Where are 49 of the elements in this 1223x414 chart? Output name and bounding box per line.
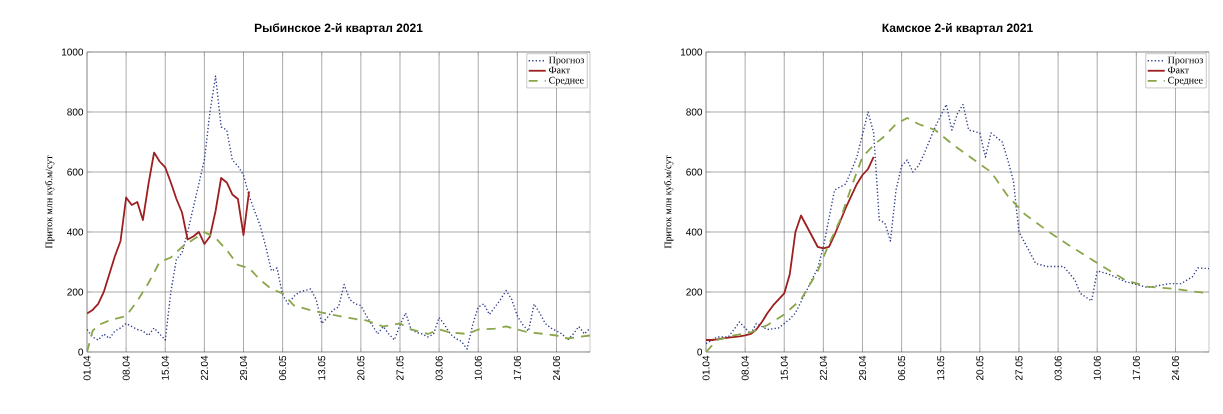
x-tick-label: 29.04 xyxy=(858,355,867,381)
y-tick-label: 200 xyxy=(686,288,703,296)
x-tick-label: 06.05 xyxy=(898,355,906,381)
legend-label: Факт xyxy=(1168,66,1189,74)
x-tick-label: 01.04 xyxy=(702,355,710,381)
legend-label: Среднее xyxy=(549,76,584,86)
x-tick-label: 13.05 xyxy=(937,355,945,380)
x-tick-label: 06.05 xyxy=(279,355,287,381)
x-tick-label: 13.05 xyxy=(318,355,326,380)
x-tick-label: 22.04 xyxy=(819,355,827,381)
y-tick-label: 600 xyxy=(67,168,84,176)
chart-title: Рыбинское 2-й квартал 2021 xyxy=(254,23,423,35)
y-tick-label: 400 xyxy=(686,228,703,236)
y-tick-label: 0 xyxy=(697,348,703,356)
x-tick-label: 15.04 xyxy=(161,355,169,380)
y-tick-label: 800 xyxy=(67,108,84,116)
y-tick-label: 200 xyxy=(67,288,84,296)
y-tick-label: 600 xyxy=(686,168,703,176)
line-series xyxy=(87,151,250,315)
legend-label: Прогноз xyxy=(1167,56,1203,66)
legend-label: Прогноз xyxy=(548,56,584,66)
x-tick-label: 08.04 xyxy=(741,355,749,381)
legend-label: Факт xyxy=(549,66,570,74)
x-tick-label: 17.06 xyxy=(513,355,521,380)
y-tick-label: 800 xyxy=(686,108,703,116)
x-tick-label: 03.06 xyxy=(435,355,443,381)
y-tick-label: 1000 xyxy=(62,48,84,56)
x-tick-label: 10.06 xyxy=(1093,355,1101,380)
x-tick-label: 15.04 xyxy=(780,355,788,380)
x-tick-label: 01.04 xyxy=(83,355,91,381)
x-tick-label: 27.05 xyxy=(1015,355,1023,381)
chart-title: Камское 2-й квартал 2021 xyxy=(882,23,1033,35)
x-tick-label: 29.04 xyxy=(239,355,248,381)
y-axis-title: Приток млн куб.м/сут xyxy=(45,155,55,249)
y-tick-label: 400 xyxy=(67,228,84,236)
x-tick-label: 10.06 xyxy=(474,355,482,380)
x-tick-label: 20.05 xyxy=(357,355,365,381)
x-tick-label: 24.06 xyxy=(552,355,561,381)
y-tick-label: 1000 xyxy=(681,48,703,56)
x-tick-label: 08.04 xyxy=(122,355,130,381)
x-tick-label: 24.06 xyxy=(1171,355,1179,381)
x-tick-label: 17.06 xyxy=(1132,355,1140,380)
y-axis-title: Приток млн куб.м/сут xyxy=(664,155,674,249)
x-tick-label: 27.05 xyxy=(396,355,404,381)
x-tick-label: 20.05 xyxy=(976,355,984,381)
x-tick-label: 03.06 xyxy=(1054,355,1062,381)
legend-label: Среднее xyxy=(1168,76,1203,86)
y-tick-label: 0 xyxy=(78,348,84,356)
x-tick-label: 22.04 xyxy=(200,355,208,381)
